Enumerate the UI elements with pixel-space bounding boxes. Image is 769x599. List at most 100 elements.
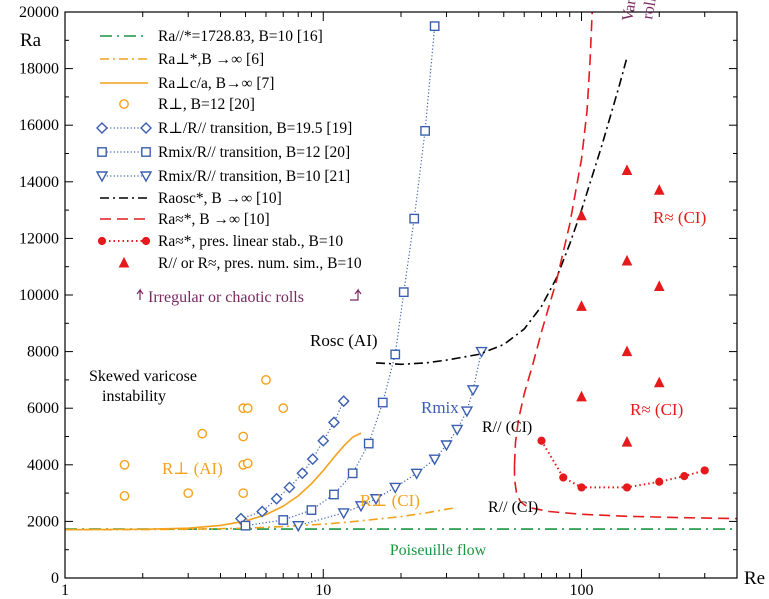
data-point-num_sim_b10 <box>653 376 665 388</box>
legend-entry: Rmix/R// transition, B=10 [21] <box>95 168 350 185</box>
data-point-mix_par_b10 <box>292 520 305 533</box>
data-point-r_perp_b12 <box>261 374 271 385</box>
data-point-perp_par_b195 <box>327 416 340 429</box>
series-line-ra_approx_inf_lower <box>513 464 738 520</box>
annotation-label: Rosc (AI) <box>310 331 378 350</box>
data-point-mix_par_b12 <box>390 349 401 360</box>
y-tick-label: 10000 <box>19 287 59 304</box>
legend-label: Ra≈*, B →∞ [10] <box>158 211 270 228</box>
annotation-label: Rmix <box>421 398 459 417</box>
legend-marker <box>118 256 130 268</box>
legend-entry: Ra⊥c/a, B→∞ [7] <box>100 75 274 92</box>
legend-entry: R// or R≈, pres. num. sim., B=10 <box>118 255 362 272</box>
series-ra_perp_inf <box>64 507 454 531</box>
y-tick-label: 20000 <box>19 4 59 21</box>
series-ra_approx_inf_lower <box>513 464 738 520</box>
data-point-perp_par_b195 <box>337 395 350 408</box>
data-point-ra_approx_linear_b10 <box>577 483 586 492</box>
data-point-r_perp_b12 <box>242 403 253 414</box>
y-axis-label: Ra <box>20 30 42 51</box>
data-point-perp_par_b195 <box>270 492 283 505</box>
data-point-ra_approx_linear_b10 <box>700 466 709 475</box>
data-point-ra_approx_linear_b10 <box>622 483 632 492</box>
data-point-num_sim_b10 <box>576 390 587 402</box>
data-point-mix_par_b10 <box>354 501 368 513</box>
legend-marker <box>141 236 151 246</box>
legend-marker <box>141 147 151 157</box>
annotations: Irregular or chaotic rollsVaricoserollsS… <box>89 0 706 559</box>
y-tick-label: 14000 <box>19 174 59 191</box>
series-line-ra_approx_inf_upper <box>513 11 593 465</box>
legend-marker <box>97 147 107 157</box>
data-point-mix_par_b12 <box>377 397 388 408</box>
data-point-perp_par_b195 <box>317 434 330 447</box>
data-point-mix_par_b12 <box>420 125 431 136</box>
x-axis-label: Re <box>744 568 765 589</box>
bracket-arrow-right <box>350 288 362 301</box>
data-point-mix_par_b10 <box>389 482 402 494</box>
y-tick-label: 18000 <box>19 61 59 78</box>
data-point-r_perp_b12 <box>197 428 208 439</box>
legend-marker <box>97 236 107 246</box>
legend-marker <box>96 122 108 134</box>
legend-entry: Ra//*=1728.83, B=10 [16] <box>100 28 323 45</box>
data-point-mix_par_b10 <box>450 424 464 436</box>
annotation-label: Poiseuille flow <box>390 542 487 559</box>
series-ra_perp_ca <box>64 432 362 531</box>
annotation-label: R≈ (CI) <box>630 400 683 419</box>
data-point-mix_par_b10 <box>337 508 350 520</box>
data-point-mix_par_b10 <box>428 454 441 466</box>
annotation-label: R⊥ (AI) <box>162 459 223 478</box>
data-point-num_sim_b10 <box>653 184 665 195</box>
data-point-mix_par_b10 <box>369 494 383 506</box>
legend: Ra//*=1728.83, B=10 [16] Ra⊥*,B →∞ [6] Ra⊥… <box>95 28 362 272</box>
data-point-mix_par_b12 <box>398 287 409 298</box>
annotation-label: instability <box>102 388 166 405</box>
legend-label: R⊥/R// transition, B=19.5 [19] <box>158 120 352 137</box>
legend-label: R⊥, B=12 [20] <box>158 96 255 113</box>
y-tick-label: 8000 <box>27 344 59 361</box>
data-point-num_sim_b10 <box>621 254 633 266</box>
plot-marks <box>64 11 738 533</box>
data-point-num_sim_b10 <box>576 209 587 221</box>
data-point-num_sim_b10 <box>576 300 587 311</box>
series-ra_osc_inf <box>375 57 628 366</box>
data-point-r_perp_b12 <box>238 431 249 442</box>
series-mix_par_b12 <box>240 21 440 531</box>
legend-label: R// or R≈, pres. num. sim., B=10 <box>158 255 362 272</box>
x-tick-label: 1 <box>61 582 69 599</box>
data-point-mix_par_b10 <box>440 440 453 452</box>
x-tick-label: 10 <box>315 582 331 599</box>
data-point-num_sim_b10 <box>621 164 633 175</box>
y-tick-label: 6000 <box>27 400 59 417</box>
data-point-mix_par_b12 <box>329 489 339 500</box>
data-point-r_perp_b12 <box>183 488 194 498</box>
series-ra_approx_inf_upper <box>513 11 593 465</box>
series-num_sim_b10 <box>576 164 665 447</box>
data-point-mix_par_b10 <box>460 406 474 418</box>
annotation-label: Irregular or chaotic rolls <box>148 289 304 306</box>
data-point-num_sim_b10 <box>621 436 633 447</box>
annotation-label: R// (CI) <box>488 499 538 516</box>
data-point-num_sim_b10 <box>653 280 665 292</box>
series-line-ra_perp_inf <box>64 507 454 531</box>
legend-label: Ra≈*, pres. linear stab., B=10 <box>158 233 343 250</box>
data-point-r_perp_b12 <box>238 488 249 498</box>
annotation-label: rolls <box>639 0 661 21</box>
legend-entry: Rmix/R// transition, B=12 [20] <box>97 144 350 161</box>
data-point-mix_par_b10 <box>410 468 423 480</box>
data-point-mix_par_b12 <box>306 505 317 515</box>
data-point-perp_par_b195 <box>283 481 296 494</box>
series-line-perp_par_b195 <box>240 400 345 520</box>
data-point-r_perp_b12 <box>278 403 289 414</box>
series-ra_approx_linear_b10 <box>537 436 709 492</box>
data-point-ra_approx_linear_b10 <box>680 472 689 481</box>
series-perp_par_b195 <box>234 395 350 525</box>
legend-label: Ra⊥*,B →∞ [6] <box>158 51 264 68</box>
annotation-label: Skewed varicose <box>89 368 197 385</box>
legend-entry: R⊥, B=12 [20] <box>119 96 255 113</box>
data-point-perp_par_b195 <box>296 467 309 480</box>
data-point-r_perp_b12 <box>119 491 130 501</box>
data-point-ra_approx_linear_b10 <box>655 477 664 486</box>
